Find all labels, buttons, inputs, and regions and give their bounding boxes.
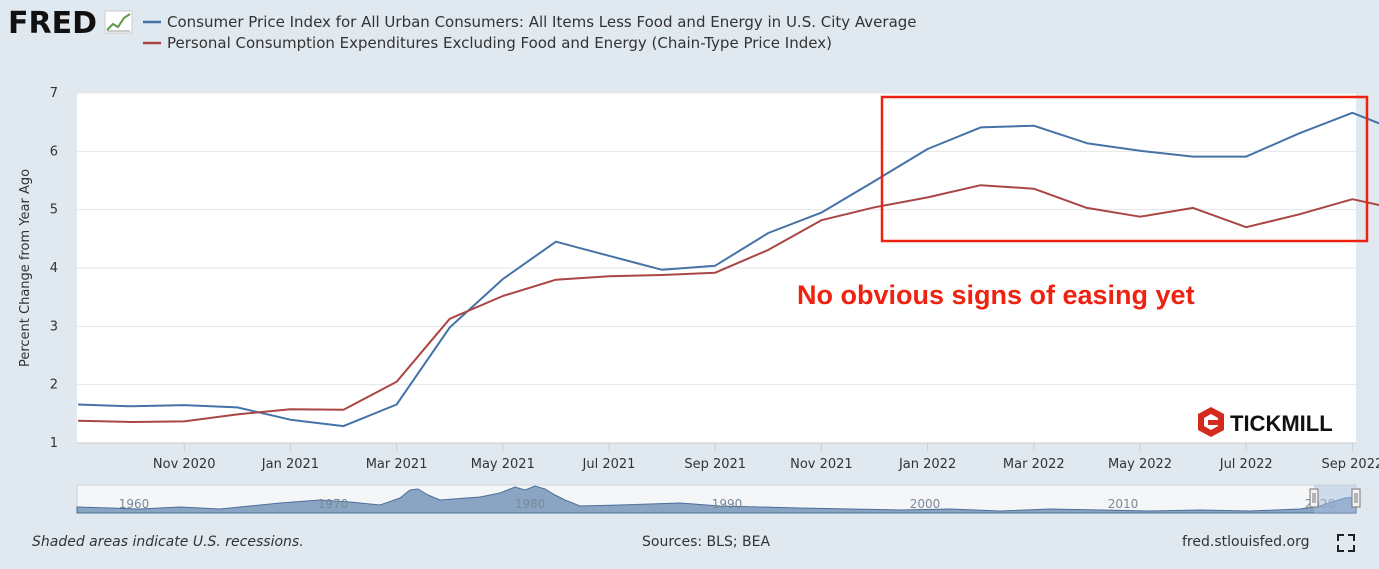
navigator-year-label: 2010 bbox=[1108, 497, 1139, 511]
legend: Consumer Price Index for All Urban Consu… bbox=[143, 13, 917, 52]
navigator-handle-right[interactable] bbox=[1351, 488, 1361, 508]
legend-label-pce: Personal Consumption Expenditures Exclud… bbox=[167, 34, 832, 52]
x-tick-label: Jan 2022 bbox=[898, 457, 956, 472]
navigator-selection[interactable] bbox=[1314, 485, 1356, 513]
x-tick-label: Mar 2022 bbox=[1003, 457, 1065, 472]
tickmill-text: TICKMILL bbox=[1230, 411, 1333, 436]
y-axis-ticks: 1 2 3 4 5 6 7 bbox=[50, 86, 58, 451]
x-tick-label: Nov 2021 bbox=[790, 457, 853, 472]
y-axis-label: Percent Change from Year Ago bbox=[18, 169, 33, 367]
fred-logo-text: FRED bbox=[8, 6, 97, 41]
x-tick-label: May 2022 bbox=[1108, 457, 1172, 472]
y-tick-label: 4 bbox=[50, 261, 58, 276]
y-tick-label: 6 bbox=[50, 144, 58, 159]
series-line-pce bbox=[77, 184, 1379, 423]
y-tick-label: 5 bbox=[50, 203, 58, 218]
navigator-year-label: 1990 bbox=[712, 497, 743, 511]
annotation-text: No obvious signs of easing yet bbox=[797, 280, 1195, 310]
trend-line-icon bbox=[104, 10, 133, 34]
x-tick-label: Jul 2022 bbox=[1219, 457, 1273, 472]
sources-text: Sources: BLS; BEA bbox=[642, 534, 770, 550]
tickmill-watermark: TICKMILL bbox=[1198, 407, 1333, 437]
series-lines bbox=[77, 111, 1379, 428]
x-tick-label: Jan 2021 bbox=[261, 457, 319, 472]
y-tick-label: 3 bbox=[50, 319, 58, 334]
x-tick-label: May 2021 bbox=[471, 457, 535, 472]
x-tick-label: Nov 2020 bbox=[153, 457, 216, 472]
y-tick-label: 7 bbox=[50, 86, 58, 101]
legend-label-cpi: Consumer Price Index for All Urban Consu… bbox=[167, 13, 917, 31]
highlight-box bbox=[880, 95, 1369, 243]
navigator-year-label: 2000 bbox=[910, 497, 941, 511]
tickmill-logo-icon bbox=[1198, 407, 1224, 437]
x-tick-label: Mar 2021 bbox=[366, 457, 428, 472]
navigator-year-label: 1960 bbox=[119, 497, 150, 511]
recession-note-link[interactable]: Shaded areas indicate U.S. recessions. bbox=[32, 534, 304, 550]
navigator-series-area bbox=[76, 485, 1357, 514]
fred-logo[interactable]: FRED bbox=[8, 6, 133, 41]
y-tick-label: 2 bbox=[50, 378, 58, 393]
x-tick-label: Sep 2021 bbox=[684, 457, 746, 472]
x-axis-ticks: Nov 2020 Jan 2021 Mar 2021 May 2021 Jul 2021… bbox=[153, 443, 1379, 472]
site-link[interactable]: fred.stlouisfed.org bbox=[1182, 534, 1309, 550]
y-tick-label: 1 bbox=[50, 436, 58, 451]
navigator-handle-left[interactable] bbox=[1309, 488, 1319, 508]
x-tick-label: Jul 2021 bbox=[582, 457, 636, 472]
x-tick-label: Sep 2022 bbox=[1322, 457, 1379, 472]
navigator-year-label: 1970 bbox=[318, 497, 349, 511]
range-navigator[interactable]: 1960197019801990200020102020 bbox=[76, 484, 1361, 514]
series-line-cpi bbox=[77, 111, 1379, 428]
fullscreen-icon[interactable] bbox=[1337, 534, 1355, 552]
navigator-year-label: 1980 bbox=[515, 497, 546, 511]
